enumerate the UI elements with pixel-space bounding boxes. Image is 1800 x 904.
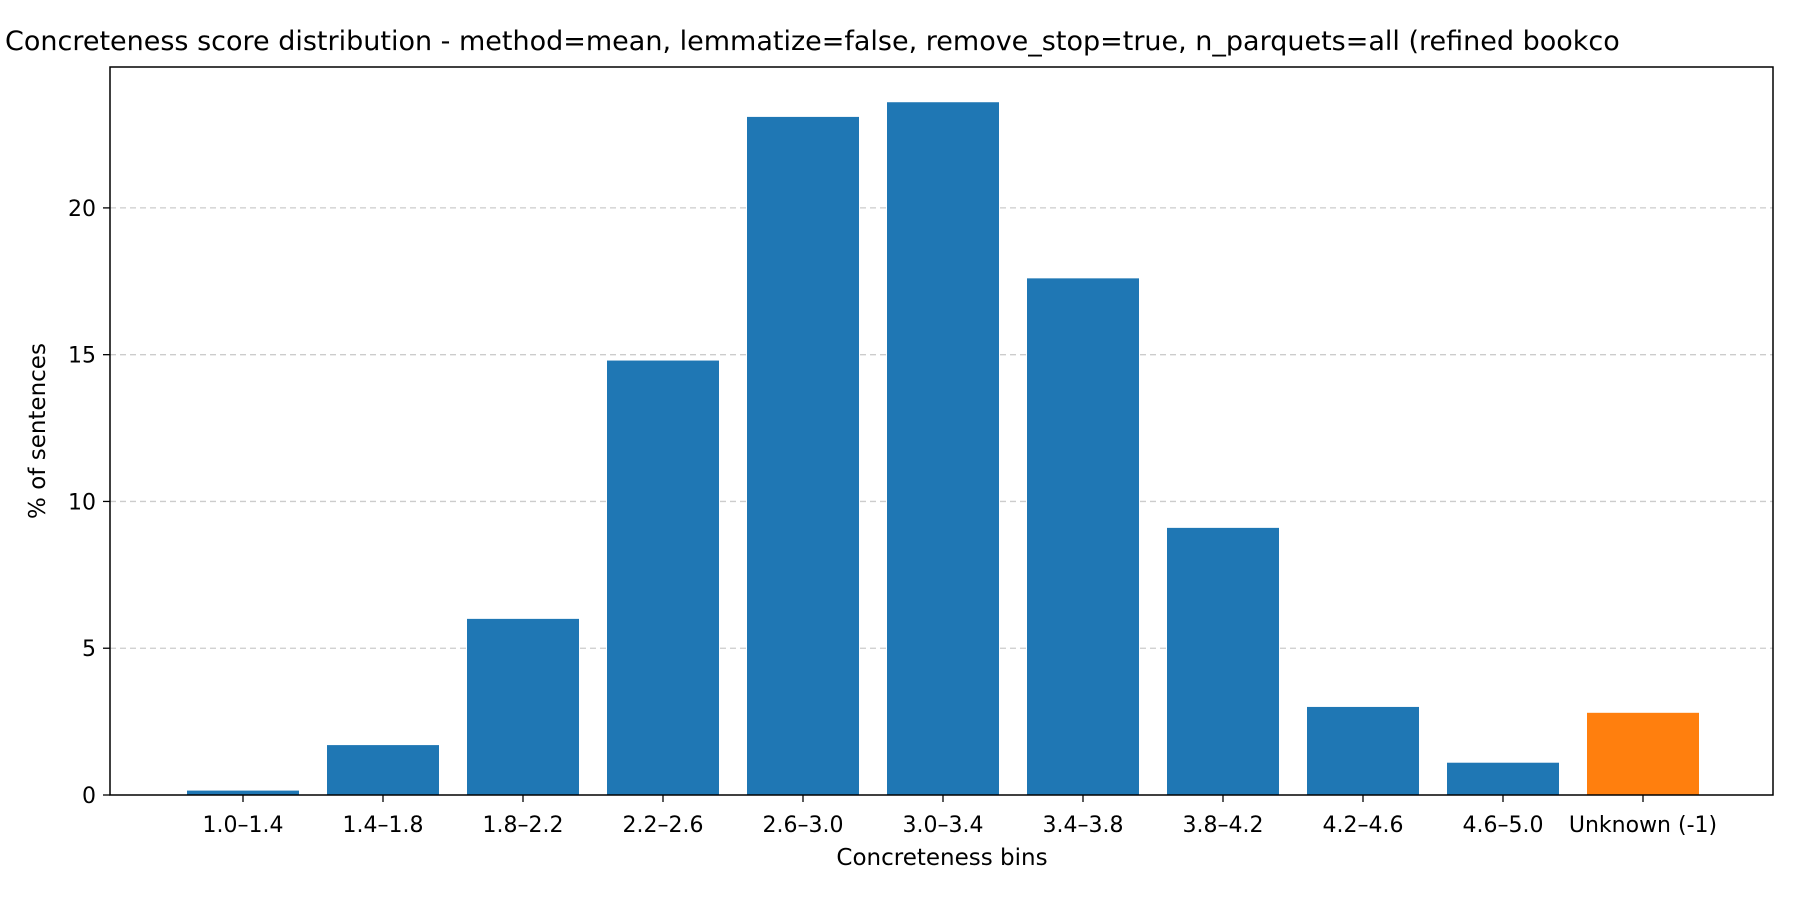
y-axis-label: % of sentences: [25, 343, 51, 519]
x-tick-label-0: 1.0–1.4: [203, 813, 284, 838]
bar-7: [1167, 527, 1279, 795]
bar-6: [1027, 278, 1139, 795]
bar-5: [887, 102, 999, 795]
bar-9: [1447, 762, 1559, 795]
bar-10: [1587, 712, 1699, 795]
y-tick-label-2: 10: [68, 490, 96, 515]
x-tick-label-3: 2.2–2.6: [623, 813, 704, 838]
bar-1: [327, 745, 439, 795]
bar-8: [1307, 706, 1419, 795]
x-tick-label-2: 1.8–2.2: [483, 813, 564, 838]
x-axis: 1.0–1.4 1.4–1.8 1.8–2.2 2.2–2.6 2.6–3.0 3.0–3…: [203, 795, 1717, 838]
plot-frame: [109, 66, 1774, 796]
bar-3: [607, 360, 719, 795]
bar-2: [467, 618, 579, 795]
x-tick-label-7: 3.8–4.2: [1183, 813, 1264, 838]
x-tick-label-1: 1.4–1.8: [343, 813, 424, 838]
chart-title: Concreteness score distribution - method…: [5, 26, 1620, 57]
bar-4: [747, 116, 859, 796]
x-tick-label-9: 4.6–5.0: [1463, 813, 1544, 838]
y-axis: 0 5 10 15 20: [68, 197, 110, 809]
x-tick-label-4: 2.6–3.0: [763, 813, 844, 838]
x-axis-label: Concreteness bins: [836, 845, 1047, 871]
x-tick-label-6: 3.4–3.8: [1043, 813, 1124, 838]
x-tick-label-8: 4.2–4.6: [1323, 813, 1404, 838]
bar-0: [187, 790, 299, 795]
y-tick-label-0: 0: [82, 784, 96, 809]
y-tick-label-4: 20: [68, 197, 96, 222]
bars: [187, 102, 1699, 796]
y-tick-label-3: 15: [68, 344, 96, 369]
x-tick-label-10: Unknown (-1): [1569, 813, 1717, 838]
y-tick-label-1: 5: [82, 637, 96, 662]
x-tick-label-5: 3.0–3.4: [903, 813, 984, 838]
